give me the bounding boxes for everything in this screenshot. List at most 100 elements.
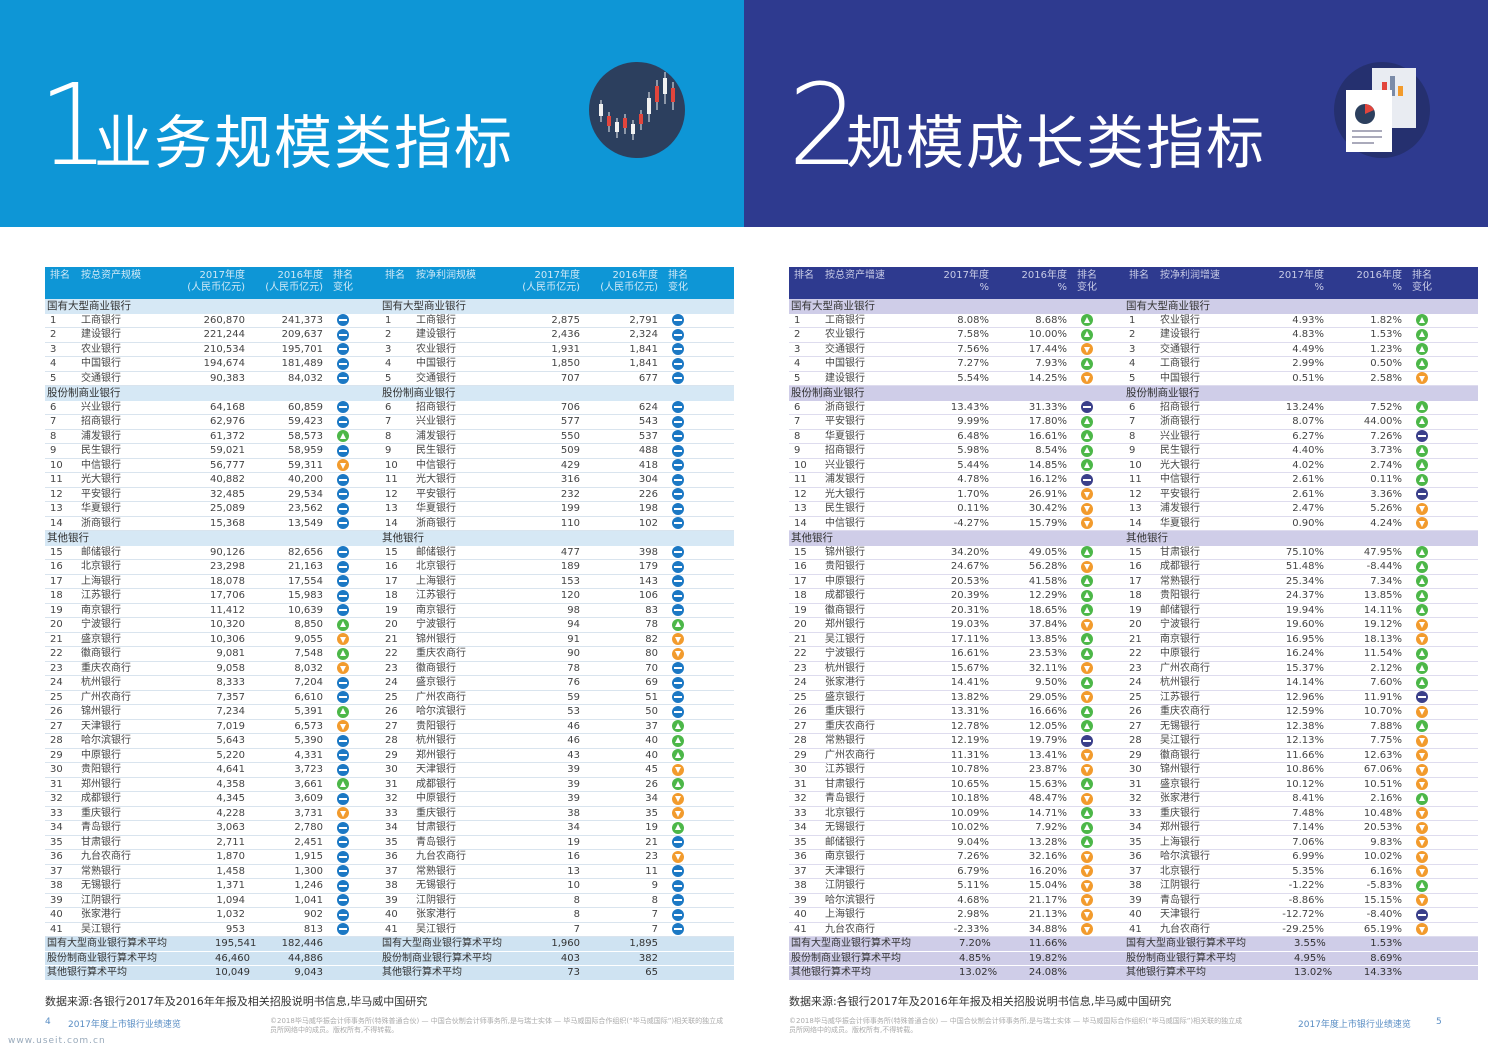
value-2017-cell: 78 (567, 662, 580, 674)
bank-name-cell: 北京银行 (1160, 865, 1200, 877)
average-label: 股份制商业银行算术平均 (382, 952, 492, 964)
bank-name-cell: 天津银行 (81, 720, 121, 732)
value-2016-cell: 1,041 (294, 894, 323, 906)
value-2017-cell: 39 (567, 793, 580, 804)
table-row: 19 南京银行 98 83 (380, 604, 734, 618)
section-label: 国有大型商业银行 (789, 299, 1143, 314)
rank-down-icon (1416, 763, 1428, 776)
bank-name-cell: 平安银行 (1160, 488, 1200, 500)
rank-change-cell (1067, 908, 1107, 922)
rank-up-icon (1081, 647, 1093, 660)
table-row: 16 贵阳银行 24.67% 56.28% (789, 560, 1143, 575)
rank-down-icon (1081, 879, 1093, 892)
value-2017-cell: 76 (567, 677, 580, 688)
bank-name-cell: 建设银行 (81, 329, 121, 340)
rank-cell: 5 (1129, 372, 1136, 384)
average-label: 股份制商业银行算术平均 (791, 952, 901, 964)
table-row: 22 重庆农商行 90 80 (380, 647, 734, 662)
value-2017-cell: 23,298 (210, 561, 245, 572)
rank-change-cell (658, 618, 698, 632)
rank-cell: 33 (50, 807, 63, 819)
value-2017-cell: 10,320 (210, 619, 245, 630)
value-2016-cell: 1.23% (1370, 343, 1402, 355)
bank-name-cell: 盛京银行 (81, 633, 121, 645)
rank-unchanged-icon (1081, 401, 1093, 414)
value-2016-cell: 20.53% (1363, 822, 1402, 833)
rank-change-cell (658, 343, 698, 357)
bank-name-cell: 招商银行 (1160, 401, 1200, 413)
table-row: 20 宁波银行 94 78 (380, 618, 734, 633)
table-row: 28 吴江银行 12.13% 7.75% (1124, 734, 1478, 749)
rank-down-icon (1081, 517, 1093, 530)
table-row: 23 杭州银行 15.67% 32.11% (789, 662, 1143, 676)
value-2016-cell: 9,043 (294, 967, 323, 978)
bank-name-cell: 成都银行 (416, 778, 456, 790)
rank-cell: 39 (794, 894, 807, 906)
bank-name-cell: 中国银行 (825, 358, 865, 369)
bank-name-cell: 招商银行 (825, 445, 865, 456)
value-2016-cell: 19.79% (1028, 735, 1067, 746)
value-2016-cell: 13.85% (1363, 590, 1402, 601)
bank-name-cell: 民生银行 (416, 445, 456, 456)
rank-cell: 30 (794, 764, 807, 775)
rank-cell: 11 (1129, 474, 1142, 485)
value-2017-cell: 90 (567, 648, 580, 659)
bank-name-cell: 中国银行 (81, 358, 121, 369)
rank-unchanged-icon (672, 836, 684, 849)
bank-name-cell: 兴业银行 (1160, 430, 1200, 442)
bank-name-cell: 上海银行 (81, 575, 121, 587)
average-row: 其他银行算术平均 13.02% 14.33% (1124, 966, 1478, 981)
rank-up-icon (1081, 676, 1093, 689)
table-row: 2 建设银行 221,244 209,637 (45, 328, 399, 343)
rank-change-cell (1402, 618, 1442, 632)
rank-cell: 21 (50, 633, 63, 645)
value-2016-cell: 50 (645, 706, 658, 717)
value-2017-cell: 7.27% (957, 358, 989, 369)
rank-change-cell (658, 575, 698, 589)
value-2016-cell: 677 (638, 372, 658, 384)
table-row: 17 上海银行 18,078 17,554 (45, 575, 399, 589)
table-row: 3 农业银行 210,534 195,701 (45, 343, 399, 357)
rank-up-icon (1416, 473, 1428, 486)
rank-change-cell (658, 676, 698, 690)
rank-cell: 39 (1129, 894, 1142, 906)
rank-cell: 39 (50, 894, 63, 906)
bank-name-cell: 浙商银行 (1160, 416, 1200, 427)
value-2016-cell: 2.16% (1370, 793, 1402, 804)
rank-down-icon (1416, 807, 1428, 820)
value-2016-cell: 543 (638, 416, 658, 427)
rank-down-icon (1081, 488, 1093, 501)
table-row: 24 杭州银行 14.14% 7.60% (1124, 676, 1478, 691)
value-2017-cell: 4.02% (1292, 459, 1324, 471)
bank-name-cell: 浙商银行 (416, 517, 456, 529)
table-row: 22 宁波银行 16.61% 23.53% (789, 647, 1143, 662)
rank-down-icon (1081, 343, 1093, 356)
table-row: 20 宁波银行 10,320 8,850 (45, 618, 399, 633)
value-2017-cell: 5,643 (216, 735, 245, 746)
rank-change-cell (323, 633, 363, 647)
table-row: 16 北京银行 189 179 (380, 560, 734, 575)
bank-name-cell: 哈尔滨银行 (81, 735, 131, 746)
rank-up-icon (1081, 821, 1093, 834)
table-row: 26 哈尔滨银行 53 50 (380, 705, 734, 720)
rank-cell: 27 (794, 720, 807, 732)
table-row: 24 盛京银行 76 69 (380, 676, 734, 691)
rank-cell: 23 (385, 662, 398, 674)
rank-up-icon (337, 705, 349, 718)
rank-cell: 32 (1129, 793, 1142, 804)
value-2016-cell: 14.85% (1028, 459, 1067, 471)
value-2017-cell: 16.24% (1285, 648, 1324, 659)
table-row: 17 中原银行 20.53% 41.58% (789, 575, 1143, 589)
value-2016-cell: 1,841 (629, 343, 658, 355)
value-2016-cell: 2,451 (294, 836, 323, 848)
value-2016-cell: 65 (645, 967, 658, 978)
rank-unchanged-icon (337, 517, 349, 530)
rank-cell: 27 (50, 720, 63, 732)
rank-cell: 12 (794, 488, 807, 500)
rank-cell: 7 (385, 416, 392, 427)
rank-cell: 6 (794, 401, 801, 413)
table-row: 8 浦发银行 550 537 (380, 430, 734, 444)
value-2016-cell: 1,915 (294, 851, 323, 862)
table-row: 9 民生银行 509 488 (380, 444, 734, 459)
rank-change-cell (323, 502, 363, 516)
